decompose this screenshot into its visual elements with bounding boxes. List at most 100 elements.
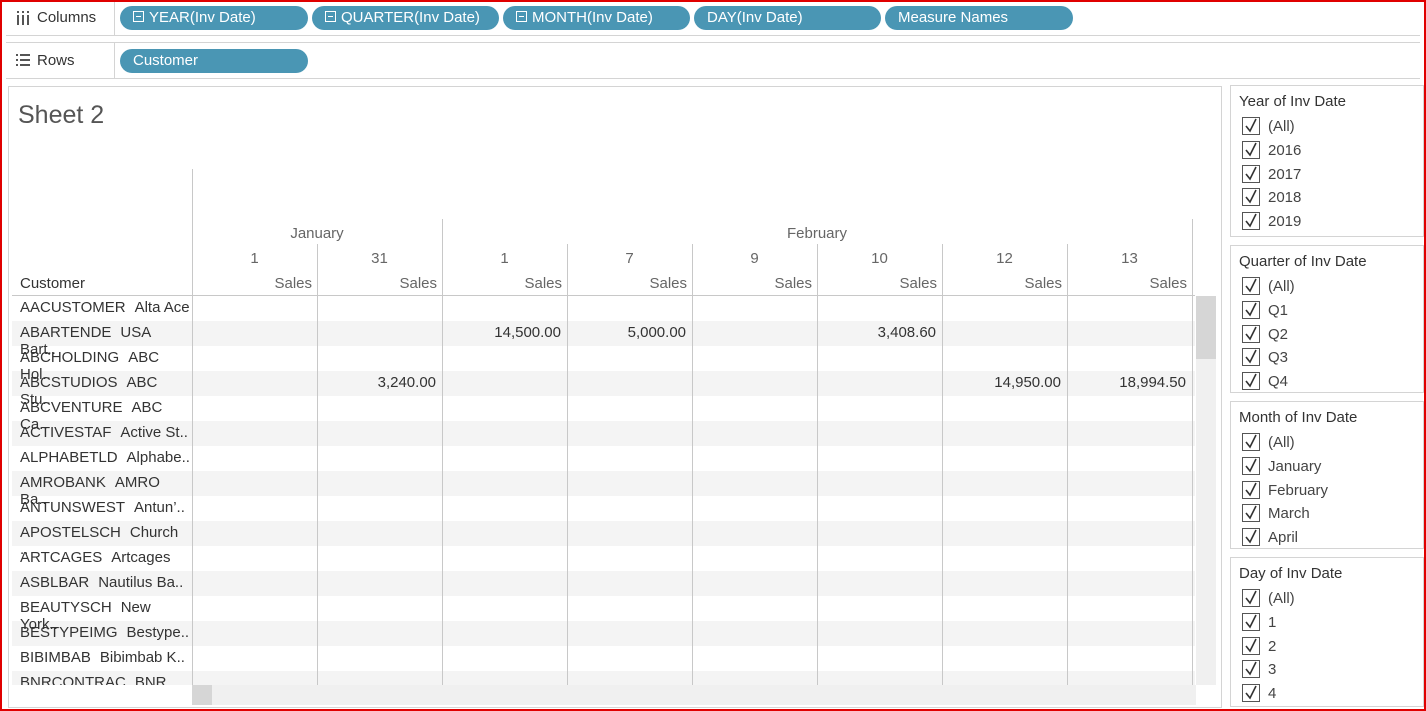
- filter-item[interactable]: Q3: [1242, 348, 1412, 368]
- checkbox[interactable]: [1242, 188, 1260, 207]
- filter-item[interactable]: 2017: [1242, 164, 1412, 185]
- customer-label: ABCVENTURE ABC Ca..: [20, 399, 190, 433]
- filter-item[interactable]: January: [1242, 456, 1412, 477]
- checkbox[interactable]: [1242, 324, 1260, 343]
- columns-shelf: Columns YEAR(Inv Date) QUARTER(Inv Date) M…: [6, 2, 1420, 36]
- shelf-label: Columns: [37, 9, 97, 26]
- filter-item[interactable]: 3: [1242, 660, 1412, 680]
- filter-item-label: (All): [1268, 434, 1295, 451]
- pill[interactable]: Customer: [120, 49, 308, 73]
- customer-label: ASBLBAR Nautilus Ba..: [20, 574, 190, 591]
- pill[interactable]: QUARTER(Inv Date): [312, 6, 499, 30]
- checkbox[interactable]: [1242, 504, 1260, 523]
- pill[interactable]: YEAR(Inv Date): [120, 6, 308, 30]
- filter-item[interactable]: Q1: [1242, 300, 1412, 321]
- pill[interactable]: DAY(Inv Date): [694, 6, 881, 30]
- customer-label: BESTYPEIMG Bestype..: [20, 624, 190, 641]
- separator: [114, 2, 115, 35]
- filter-item[interactable]: Q2: [1242, 324, 1412, 345]
- filter-title: Day of Inv Date: [1239, 565, 1343, 582]
- checkbox[interactable]: [1242, 348, 1260, 367]
- customer-code: BIBIMBAB: [20, 649, 91, 666]
- filter-item[interactable]: (All): [1242, 277, 1412, 297]
- h-scrollbar[interactable]: [192, 685, 1196, 705]
- pill[interactable]: MONTH(Inv Date): [503, 6, 690, 30]
- customer-name: Alta Ace: [134, 299, 190, 316]
- checkbox[interactable]: [1242, 660, 1260, 679]
- customer-code: ABCHOLDING: [20, 349, 120, 366]
- filter-item[interactable]: 2018: [1242, 188, 1412, 208]
- checkbox[interactable]: [1242, 300, 1260, 319]
- filter-item-label: (All): [1268, 278, 1295, 295]
- filter-item-label: January: [1268, 457, 1322, 475]
- checkbox[interactable]: [1242, 372, 1260, 391]
- filter-item[interactable]: (All): [1242, 433, 1412, 453]
- customer-name: Antun’..: [134, 499, 185, 516]
- filter-item[interactable]: 1: [1242, 612, 1412, 633]
- checkbox[interactable]: [1242, 589, 1260, 607]
- sales-value: 3,408.60: [877, 324, 936, 341]
- filter-item[interactable]: Q4: [1242, 372, 1412, 392]
- customer-code: ACTIVESTAF: [20, 424, 112, 441]
- columns-icon: [17, 11, 29, 25]
- customer-name: Church ..: [20, 524, 179, 558]
- customer-name: New York..: [20, 599, 151, 633]
- sales-value: 5,000.00: [627, 324, 686, 341]
- checkbox[interactable]: [1242, 212, 1260, 231]
- filter-item[interactable]: 2: [1242, 636, 1412, 657]
- collapse-icon[interactable]: [325, 11, 336, 22]
- filter-item-label: 3: [1268, 661, 1277, 679]
- checkbox[interactable]: [1242, 140, 1260, 159]
- filter-item[interactable]: March: [1242, 504, 1412, 524]
- checkbox[interactable]: [1242, 433, 1260, 451]
- collapse-icon[interactable]: [133, 11, 144, 22]
- checkbox[interactable]: [1242, 117, 1260, 135]
- customer-code: ANTUNSWEST: [20, 499, 125, 516]
- h-scroll-thumb[interactable]: [192, 685, 212, 705]
- customer-name: Alphabe..: [126, 449, 190, 466]
- customer-code: ABCVENTURE: [20, 399, 123, 416]
- filter-item[interactable]: 2016: [1242, 140, 1412, 161]
- customer-code: AACUSTOMER: [20, 299, 126, 316]
- customer-name: USA Bart..: [20, 324, 151, 358]
- checkbox[interactable]: [1242, 164, 1260, 183]
- customer-label: ACTIVESTAF Active St..: [20, 424, 190, 441]
- collapse-icon[interactable]: [516, 11, 527, 22]
- pill-label: Measure Names: [898, 9, 1009, 26]
- checkbox[interactable]: [1242, 480, 1260, 499]
- filter-item-label: Q4: [1268, 373, 1289, 391]
- v-scroll-thumb[interactable]: [1196, 296, 1216, 359]
- customer-code: AMROBANK: [20, 474, 106, 491]
- measure-header: Sales: [899, 275, 937, 292]
- checkbox[interactable]: [1242, 528, 1260, 547]
- customer-name: Bestype..: [126, 624, 190, 641]
- customer-name: ABC Ca..: [20, 399, 163, 433]
- day-header: 9: [750, 250, 759, 267]
- pill[interactable]: Measure Names: [885, 6, 1073, 30]
- measure-header: Sales: [1024, 275, 1062, 292]
- vline: [442, 219, 443, 685]
- filter-item[interactable]: 2019: [1242, 212, 1412, 232]
- filter-item[interactable]: 4: [1242, 684, 1412, 704]
- filter-item-label: 1: [1268, 613, 1277, 631]
- vline: [567, 244, 568, 685]
- customer-name: ABC Stu..: [20, 374, 158, 408]
- row-band: [12, 421, 1195, 446]
- v-scrollbar[interactable]: [1196, 296, 1216, 685]
- filter-item[interactable]: February: [1242, 480, 1412, 501]
- customer-label: AACUSTOMER Alta Ace: [20, 299, 190, 316]
- customer-code: ABARTENDE: [20, 324, 112, 341]
- checkbox[interactable]: [1242, 277, 1260, 295]
- checkbox[interactable]: [1242, 456, 1260, 475]
- filter-item[interactable]: (All): [1242, 589, 1412, 609]
- pill-label: MONTH(Inv Date): [532, 9, 653, 26]
- checkbox[interactable]: [1242, 684, 1260, 703]
- filter-item[interactable]: (All): [1242, 117, 1412, 137]
- checkbox[interactable]: [1242, 612, 1260, 631]
- checkbox[interactable]: [1242, 636, 1260, 655]
- filter-item-label: Q3: [1268, 349, 1289, 367]
- customer-label: ANTUNSWEST Antun’..: [20, 499, 190, 516]
- day-header: 13: [1121, 250, 1138, 267]
- pill-label: DAY(Inv Date): [707, 9, 803, 26]
- filter-item[interactable]: April: [1242, 528, 1412, 548]
